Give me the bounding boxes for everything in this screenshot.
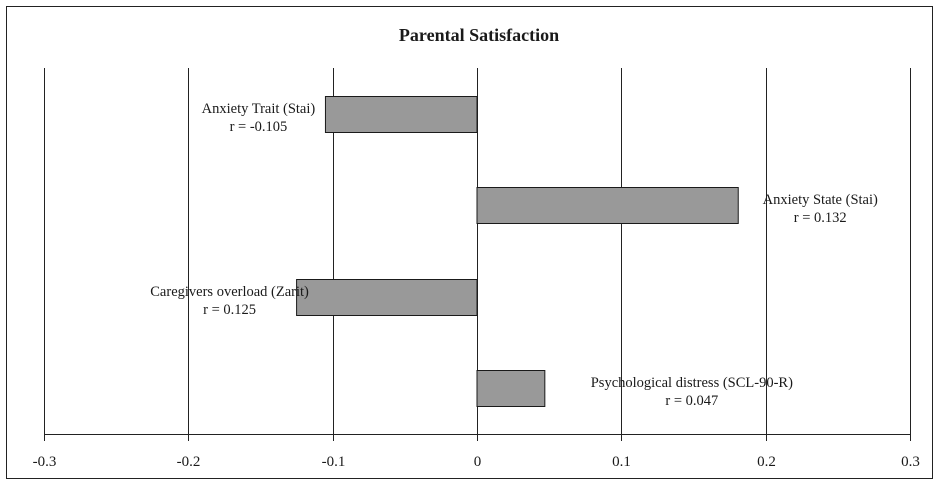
x-tick-label: 0.3 xyxy=(901,454,920,470)
chart-title: Parental Satisfaction xyxy=(399,25,559,45)
bar-label-name: Psychological distress (SCL-90-R) xyxy=(591,375,793,391)
x-tick-label: -0.1 xyxy=(322,454,346,470)
bar-label-name: Anxiety State (Stai) xyxy=(763,192,878,208)
chart-border xyxy=(6,6,933,479)
bar-label-name: Caregivers overload (Zarit) xyxy=(150,284,309,300)
bar xyxy=(296,279,478,316)
x-tick-label: 0.2 xyxy=(757,454,776,470)
x-tick-label: -0.3 xyxy=(33,454,57,470)
x-tick-label: -0.2 xyxy=(177,454,201,470)
bars xyxy=(296,96,739,407)
bar-labels: Anxiety Trait (Stai) r = -0.105 Anxiety St… xyxy=(150,101,878,409)
bar-label-r: r = 0.047 xyxy=(665,393,718,409)
bar xyxy=(476,187,739,224)
x-tick-label: 0.1 xyxy=(612,454,631,470)
bar xyxy=(324,96,478,133)
bar-label-r: r = 0.125 xyxy=(203,302,256,318)
bar xyxy=(476,370,546,407)
x-axis: -0.3 -0.2 -0.1 0 0.1 0.2 0.3 xyxy=(33,434,920,470)
bar-label-r: r = -0.105 xyxy=(230,119,288,135)
bar-label-name: Anxiety Trait (Stai) xyxy=(202,101,316,117)
bar-label-r: r = 0.132 xyxy=(794,210,847,226)
x-tick-label: 0 xyxy=(474,454,482,470)
